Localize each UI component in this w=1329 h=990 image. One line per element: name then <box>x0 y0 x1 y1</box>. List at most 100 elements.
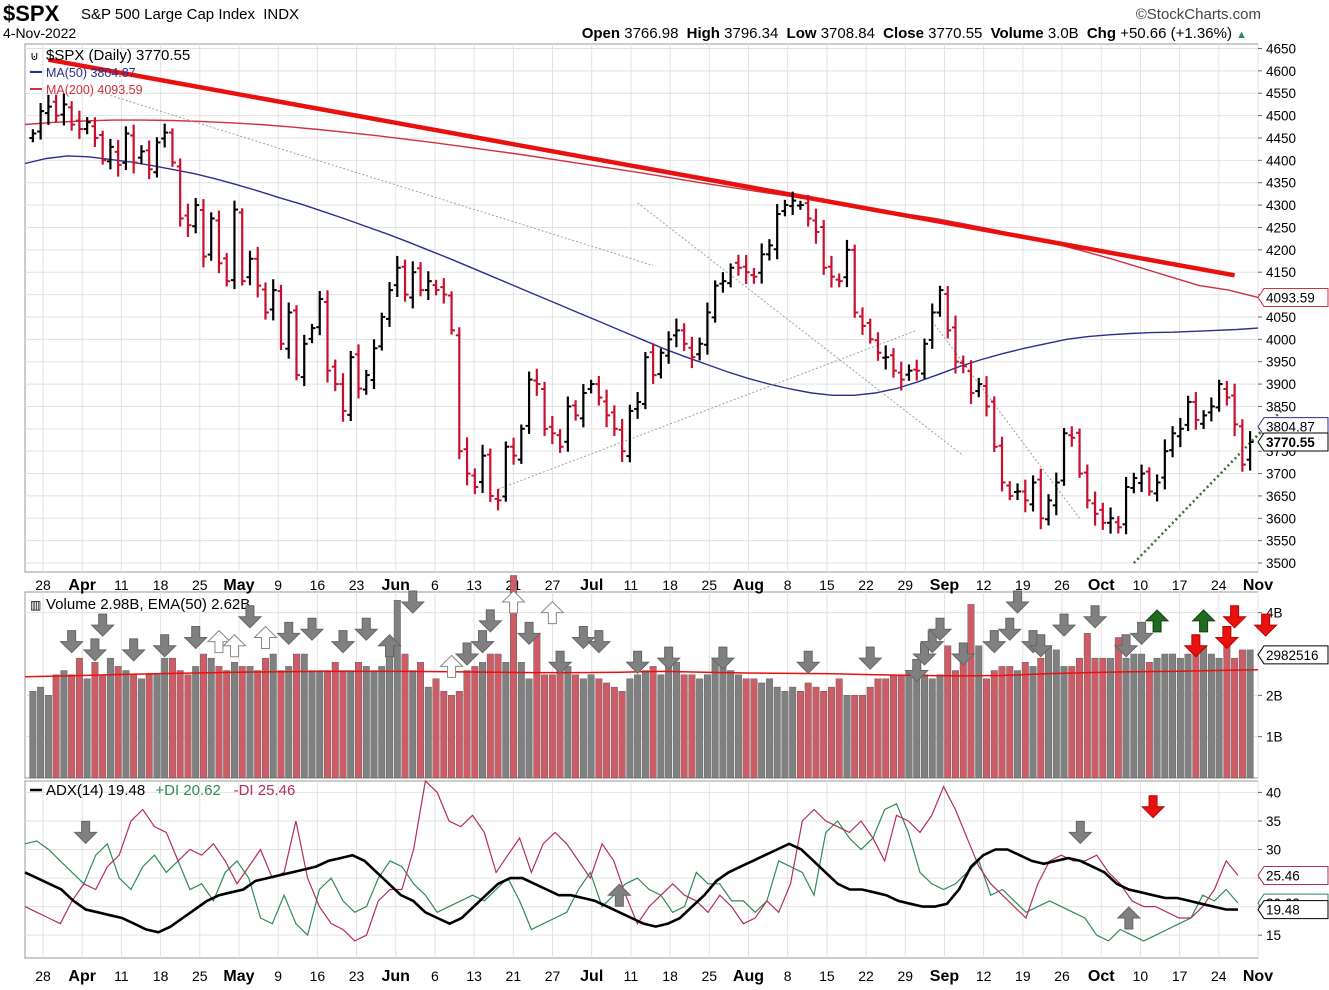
price-bar <box>525 371 533 434</box>
price-tag-ma200: 4093.59 <box>1266 290 1315 305</box>
volume-value: 3.0B <box>1047 25 1079 42</box>
price-bar <box>215 210 223 274</box>
volume-bar <box>564 666 572 779</box>
x-tick-label: 19 <box>1015 577 1031 593</box>
volume-bar <box>510 575 518 779</box>
volume-bar <box>29 691 37 779</box>
trend-line-dotted <box>110 94 654 266</box>
volume-gray-down-arrow <box>586 630 612 654</box>
x-tick-label: 18 <box>153 577 169 593</box>
brand-watermark[interactable]: ©StockCharts.com <box>1135 6 1261 23</box>
price-bar <box>998 436 1006 492</box>
volume-bar <box>525 678 533 779</box>
close-label: Close <box>883 25 924 42</box>
price-bar <box>1029 475 1037 512</box>
price-bar <box>1099 502 1107 530</box>
price-bar <box>1130 472 1138 494</box>
adx-tag-adx: 19.48 <box>1266 903 1300 918</box>
x-tick-label: 15 <box>819 968 835 984</box>
price-bar <box>1145 467 1153 496</box>
y-tick-label: 3650 <box>1266 489 1296 504</box>
y-tick-label: 3850 <box>1266 399 1296 414</box>
price-bar <box>1169 426 1177 458</box>
close-value: 3770.55 <box>928 25 983 42</box>
x-tick-label: Apr <box>68 577 96 594</box>
price-bar <box>789 191 797 216</box>
volume-bar <box>153 674 161 779</box>
price-bar <box>137 145 145 164</box>
volume-ema-line <box>24 668 1259 678</box>
price-bar <box>835 273 843 288</box>
price-bar <box>843 239 851 288</box>
volume-bar <box>145 674 153 779</box>
volume-gray-down-arrow <box>276 621 301 646</box>
x-tick-label: 21 <box>506 968 522 984</box>
y-tick-label: 4200 <box>1266 243 1296 258</box>
volume-bar <box>424 686 432 779</box>
volume-bar <box>238 666 246 779</box>
price-bar <box>1060 428 1068 486</box>
price-legend-entry: $SPX (Daily) 3770.55 <box>46 47 190 64</box>
price-bar <box>665 331 673 364</box>
volume-bar <box>114 666 122 779</box>
volume-bar <box>370 670 378 779</box>
y-tick-label: 3950 <box>1266 355 1296 370</box>
y-tick-label: 15 <box>1266 928 1281 943</box>
price-bar <box>494 488 502 511</box>
volume-bar <box>688 674 696 779</box>
volume-gray-down-arrow <box>354 617 379 641</box>
x-tick-label: Nov <box>1243 577 1273 594</box>
x-tick-label: 18 <box>662 968 678 984</box>
ohlc-bar-icon: ⊍ <box>30 49 39 63</box>
adx-legend-entry: -DI 25.46 <box>234 782 296 799</box>
volume-bar <box>944 645 952 779</box>
volume-bar <box>1223 645 1231 779</box>
price-bar <box>44 94 52 125</box>
volume-bar <box>595 678 603 779</box>
volume-bar <box>1068 666 1076 779</box>
price-bar <box>401 259 409 302</box>
x-tick-label: 16 <box>310 968 326 984</box>
adx-legend-entry: +DI 20.62 <box>155 782 220 799</box>
price-tag-ma50: 3804.87 <box>1266 420 1315 435</box>
price-bar <box>827 255 835 288</box>
price-bar <box>680 323 688 351</box>
price-panel-frame <box>24 43 1259 573</box>
volume-bar <box>851 695 859 779</box>
volume-bar <box>641 670 649 779</box>
volume-gray-down-arrow <box>121 638 146 662</box>
price-bar <box>882 345 890 370</box>
open-value: 3766.98 <box>624 25 679 42</box>
volume-bar <box>665 662 673 779</box>
y-tick-label: 3900 <box>1266 377 1296 392</box>
volume-bar <box>409 670 417 779</box>
x-tick-label: 24 <box>1211 968 1227 984</box>
volume-bar <box>820 691 828 779</box>
volume-bar <box>479 662 487 779</box>
volume-red-down-arrow <box>1214 625 1240 650</box>
x-tick-label: 26 <box>1054 577 1070 593</box>
price-bar <box>564 396 572 452</box>
x-tick-label: 17 <box>1172 577 1188 593</box>
volume-bar <box>393 600 401 779</box>
volume-bar <box>905 670 913 779</box>
price-bar <box>1037 468 1045 530</box>
price-bar <box>1153 474 1161 502</box>
x-tick-label: 10 <box>1133 577 1149 593</box>
volume-bar <box>60 670 68 779</box>
volume-outline-up-arrow <box>253 625 278 649</box>
volume-bar <box>269 653 277 779</box>
price-bar <box>541 381 549 436</box>
y-tick-label: 4600 <box>1266 64 1296 79</box>
volume-bar <box>1215 657 1223 779</box>
price-bar <box>556 429 564 453</box>
x-tick-label: 8 <box>784 968 792 984</box>
adx-gray-up-arrow <box>1116 906 1142 930</box>
volume-bar <box>52 674 60 779</box>
trend-line-dotted <box>637 202 964 457</box>
adx-gray-down-arrow <box>1068 820 1093 845</box>
x-tick-label: May <box>223 577 254 594</box>
volume-bar <box>928 678 936 779</box>
volume-bar <box>1029 666 1037 779</box>
volume-gray-down-arrow <box>625 650 650 674</box>
